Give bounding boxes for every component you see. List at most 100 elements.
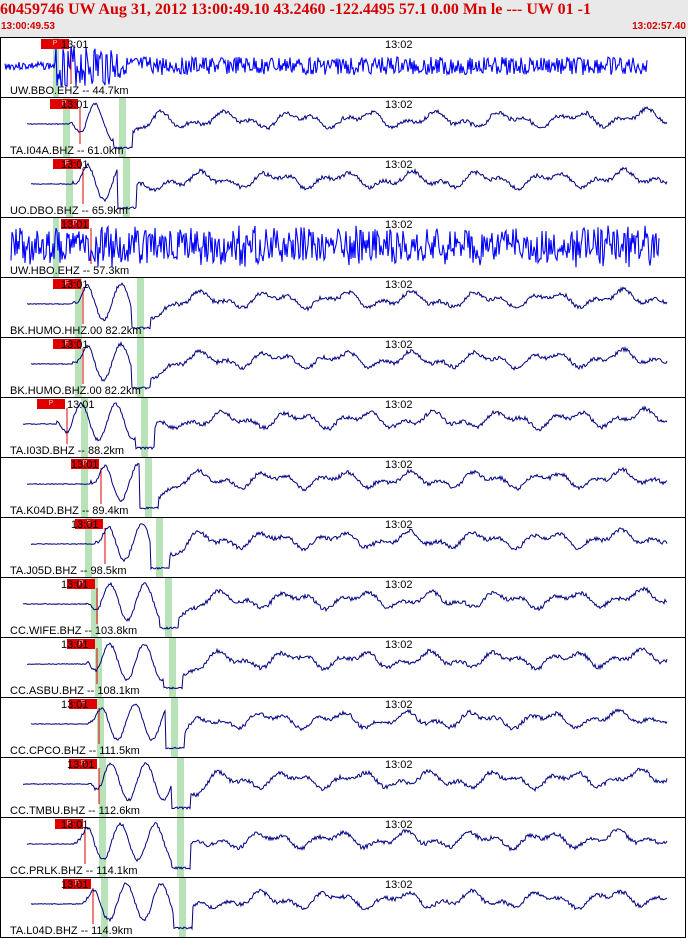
phase-window bbox=[137, 278, 144, 337]
phase-window bbox=[177, 758, 184, 817]
station-label: CC.PRLK.BHZ -- 114.1km bbox=[10, 865, 138, 877]
station-label: UO.DBO.BHZ -- 65.9km bbox=[10, 205, 128, 217]
phase-window bbox=[91, 578, 98, 637]
time-tick-label: 13:02 bbox=[385, 579, 413, 591]
station-label: CC.TMBU.BHZ -- 112.6km bbox=[10, 805, 140, 817]
time-tick-label: 13:01 bbox=[61, 699, 89, 711]
p-pick-marker[interactable]: P bbox=[69, 759, 97, 769]
p-pick-marker[interactable]: P bbox=[55, 819, 83, 829]
end-time: 13:02:57.40 bbox=[632, 21, 686, 32]
waveform-plot bbox=[10, 218, 660, 277]
seismogram-panels: P 13:01 13:02 UW.BBO.EHZ -- 44.7km P 13:01 13:… bbox=[0, 37, 688, 938]
phase-window bbox=[171, 698, 178, 757]
p-pick-marker[interactable]: P bbox=[67, 579, 95, 589]
time-tick-label: 13:01 bbox=[71, 519, 99, 531]
p-pick-marker[interactable]: P bbox=[37, 399, 65, 409]
waveform-line bbox=[26, 462, 668, 510]
station-label: BK.HUMO.BHZ.00 82.2km bbox=[10, 385, 141, 397]
time-tick-label: 13:02 bbox=[385, 879, 413, 891]
trace-panel: P 13:01 13:02 BK.HUMO.BHZ.00 82.2km bbox=[0, 337, 686, 398]
phase-window bbox=[66, 158, 73, 217]
waveform-line bbox=[26, 642, 668, 690]
time-tick-label: 13:02 bbox=[385, 279, 413, 291]
waveform-plot bbox=[26, 638, 668, 697]
trace-panel: P 13:01 13:02 CC.ASBU.BHZ -- 108.1km bbox=[0, 637, 686, 698]
phase-window bbox=[123, 158, 130, 217]
phase-window bbox=[97, 698, 104, 757]
p-pick-marker[interactable]: P bbox=[53, 339, 81, 349]
station-label: TA.K04D.BHZ -- 89.4km bbox=[10, 505, 129, 517]
phase-window bbox=[75, 278, 82, 337]
phase-window bbox=[99, 758, 106, 817]
time-tick-label: 13:01 bbox=[71, 459, 99, 471]
p-pick-marker[interactable]: P bbox=[71, 459, 99, 469]
phase-window bbox=[141, 398, 148, 457]
waveform-line bbox=[22, 402, 668, 450]
station-label: UW.HBO.EHZ -- 57.3km bbox=[10, 265, 130, 277]
trace-panel: P 13:01 13:02 BK.HUMO.HHZ.00 82.2km bbox=[0, 277, 686, 338]
trace-panel: P 13:01 13:02 CC.CPCO.BHZ -- 111.5km bbox=[0, 697, 686, 758]
phase-window bbox=[145, 458, 152, 517]
p-pick-marker[interactable]: P bbox=[41, 39, 69, 49]
trace-panel: P 13:01 13:02 UW.HBO.EHZ -- 57.3km bbox=[0, 217, 686, 278]
waveform-line bbox=[30, 882, 668, 931]
waveform-line bbox=[30, 523, 668, 571]
time-tick-label: 13:01 bbox=[67, 759, 95, 771]
station-label: TA.L04D.BHZ -- 114.9km bbox=[10, 925, 133, 937]
time-tick-label: 13:01 bbox=[61, 819, 89, 831]
phase-window bbox=[137, 338, 144, 397]
waveform-line bbox=[22, 581, 668, 630]
time-tick-label: 13:01 bbox=[67, 399, 95, 411]
p-pick-marker[interactable]: P bbox=[69, 699, 97, 709]
event-header: 60459746 UW Aug 31, 2012 13:00:49.10 43.… bbox=[0, 0, 688, 37]
p-pick-marker[interactable]: P bbox=[61, 219, 89, 229]
time-tick-label: 13:02 bbox=[385, 819, 413, 831]
phase-window bbox=[85, 518, 92, 577]
waveform-line bbox=[30, 703, 668, 750]
waveform-plot bbox=[26, 458, 668, 517]
time-tick-label: 13:02 bbox=[385, 339, 413, 351]
phase-window bbox=[81, 398, 88, 457]
time-tick-label: 13:02 bbox=[385, 99, 413, 111]
station-label: TA.I04A.BHZ -- 61.0km bbox=[10, 145, 124, 157]
phase-window bbox=[101, 878, 108, 937]
waveform-plot bbox=[26, 98, 668, 157]
waveform-plot bbox=[22, 398, 668, 457]
time-tick-label: 13:01 bbox=[61, 159, 89, 171]
trace-panel: P 13:01 13:02 CC.WIFE.BHZ -- 103.8km bbox=[0, 577, 686, 638]
phase-window bbox=[53, 218, 59, 277]
time-tick-label: 13:02 bbox=[385, 219, 413, 231]
time-tick-label: 13:02 bbox=[385, 39, 413, 51]
p-pick-marker[interactable]: P bbox=[50, 99, 78, 109]
waveform-plot bbox=[26, 278, 668, 337]
phase-window bbox=[75, 338, 82, 397]
waveform-line bbox=[26, 282, 668, 330]
waveform-line bbox=[27, 821, 668, 870]
phase-window bbox=[119, 98, 126, 157]
p-pick-marker[interactable]: P bbox=[53, 159, 81, 169]
trace-panel: P 13:01 13:02 CC.PRLK.BHZ -- 114.1km bbox=[0, 817, 686, 878]
time-tick-label: 13:01 bbox=[61, 639, 89, 651]
waveform-plot bbox=[4, 38, 648, 97]
p-pick-marker[interactable]: P bbox=[63, 879, 91, 889]
p-pick-marker[interactable]: P bbox=[75, 519, 103, 529]
time-tick-label: 13:01 bbox=[61, 339, 89, 351]
waveform-plot bbox=[27, 818, 668, 877]
station-label: TA.J05D.BHZ -- 98.5km bbox=[10, 565, 127, 577]
trace-panel: P 13:01 13:02 TA.I04A.BHZ -- 61.0km bbox=[0, 97, 686, 158]
trace-panel: P 13:01 13:02 TA.J05D.BHZ -- 98.5km bbox=[0, 517, 686, 578]
time-tick-label: 13:01 bbox=[61, 219, 89, 231]
phase-window bbox=[179, 878, 186, 937]
time-tick-label: 13:01 bbox=[61, 99, 89, 111]
waveform-line bbox=[4, 45, 648, 87]
time-tick-label: 13:01 bbox=[61, 279, 89, 291]
start-time: 13:00:49.53 bbox=[1, 21, 55, 32]
time-tick-label: 13:01 bbox=[61, 879, 89, 891]
p-pick-marker[interactable]: P bbox=[53, 279, 81, 289]
phase-window bbox=[169, 638, 176, 697]
phase-window bbox=[63, 98, 70, 157]
event-title: 60459746 UW Aug 31, 2012 13:00:49.10 43.… bbox=[0, 1, 591, 18]
waveform-plot bbox=[30, 158, 668, 217]
p-pick-marker[interactable]: P bbox=[67, 639, 95, 649]
trace-panel: P 13:01 13:02 CC.TMBU.BHZ -- 112.6km bbox=[0, 757, 686, 818]
